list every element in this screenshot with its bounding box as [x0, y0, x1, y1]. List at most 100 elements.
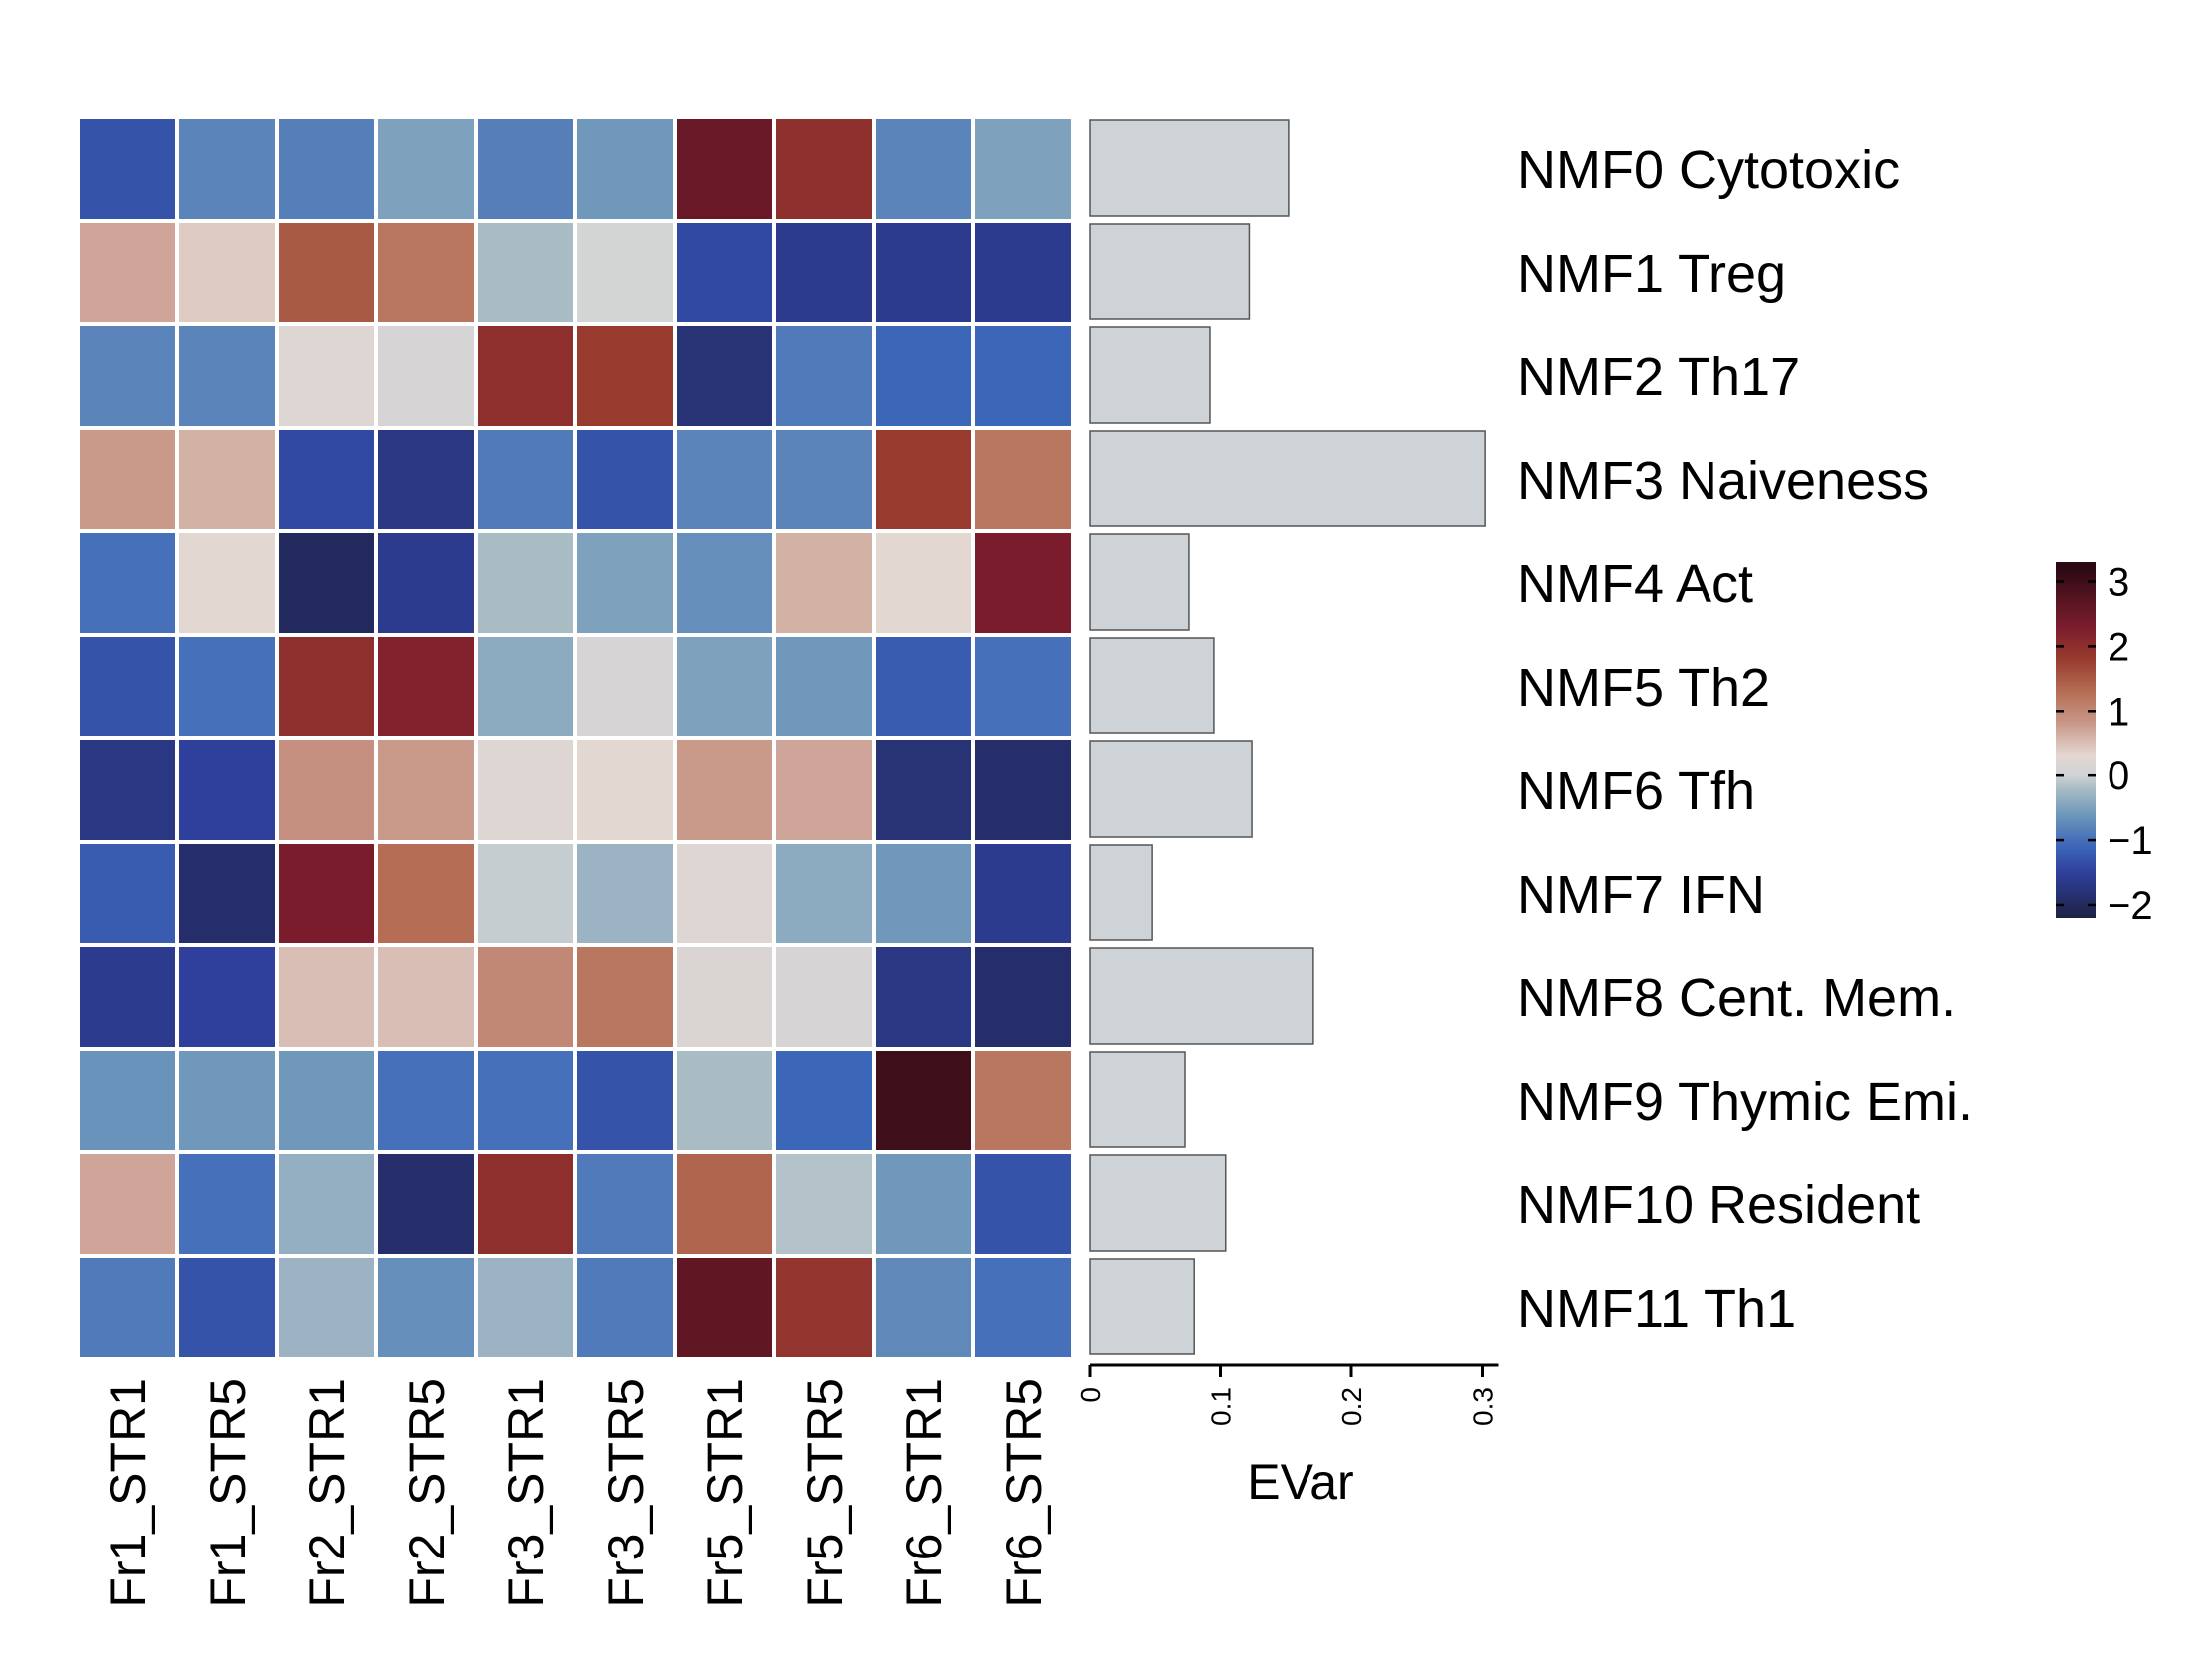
heatmap-cell [577, 430, 673, 529]
evar-bar [1089, 1051, 1186, 1148]
heatmap-cell [876, 637, 971, 736]
heatmap-cell [577, 326, 673, 426]
heatmap-cell [975, 947, 1071, 1047]
heatmap-cell [975, 844, 1071, 943]
heatmap-cell [478, 223, 573, 322]
heatmap-cell [378, 223, 474, 322]
heatmap-cell [279, 637, 374, 736]
heatmap-cell [378, 430, 474, 529]
heatmap-cell [478, 533, 573, 633]
heatmap-cell [378, 637, 474, 736]
heatmap-cell [577, 740, 673, 840]
evar-bar [1089, 430, 1486, 527]
heatmap-cell [279, 119, 374, 219]
heatmap-cell [776, 740, 872, 840]
heatmap-cell [80, 1051, 175, 1150]
heatmap-cell [80, 430, 175, 529]
heatmap-cell [378, 119, 474, 219]
heatmap-cell [478, 1258, 573, 1357]
heatmap-cell [478, 637, 573, 736]
evar-bar [1089, 1258, 1195, 1355]
column-label: Fr6_STR1 [897, 1378, 952, 1608]
heatmap-cell [179, 1051, 275, 1150]
evar-axis-title: EVar [1247, 1454, 1353, 1510]
heatmap-cell [677, 1258, 772, 1357]
column-label: Fr5_STR1 [698, 1378, 753, 1608]
heatmap-cell [975, 1154, 1071, 1254]
heatmap-cell [179, 844, 275, 943]
heatmap-cell [677, 844, 772, 943]
heatmap-cell [179, 326, 275, 426]
heatmap-cell [179, 1258, 275, 1357]
heatmap-cell [179, 430, 275, 529]
heatmap-cell [876, 223, 971, 322]
heatmap-cell [378, 947, 474, 1047]
heatmap-cell [776, 533, 872, 633]
heatmap-cell [279, 430, 374, 529]
heatmap-cell [876, 947, 971, 1047]
evar-tick-label: 0.3 [1468, 1387, 1499, 1426]
row-label: NMF2 Th17 [1517, 347, 1800, 407]
heatmap-cell [80, 637, 175, 736]
heatmap-cell [876, 430, 971, 529]
legend-tick-label: −2 [2108, 884, 2153, 928]
heatmap-cell [378, 1154, 474, 1254]
heatmap-cell [279, 947, 374, 1047]
heatmap-cell [876, 1258, 971, 1357]
heatmap-cell [776, 1051, 872, 1150]
heatmap-cell [80, 844, 175, 943]
evar-bar [1089, 740, 1253, 838]
heatmap-cell [478, 119, 573, 219]
row-label: NMF8 Cent. Mem. [1517, 968, 1956, 1028]
heatmap-cell [577, 533, 673, 633]
heatmap-cell [577, 223, 673, 322]
heatmap-cell [677, 1051, 772, 1150]
heatmap-cell [478, 844, 573, 943]
heatmap-cell [577, 119, 673, 219]
color-legend: −2 −1 0 1 2 3 [2056, 560, 2153, 928]
legend-tick-label: 3 [2108, 560, 2129, 604]
heatmap-cell [776, 119, 872, 219]
row-label: NMF3 Naiveness [1517, 451, 1929, 511]
heatmap-cell [776, 1154, 872, 1254]
evar-bar [1089, 637, 1215, 734]
heatmap-cell [80, 1258, 175, 1357]
evar-bar [1089, 1154, 1227, 1252]
heatmap-cell [577, 637, 673, 736]
heatmap-cell [677, 947, 772, 1047]
heatmap-cell [776, 223, 872, 322]
heatmap-cell [378, 740, 474, 840]
heatmap-cell [279, 1051, 374, 1150]
heatmap-cell [975, 637, 1071, 736]
heatmap-cell [677, 1154, 772, 1254]
heatmap-cell [677, 533, 772, 633]
heatmap-cell [378, 1051, 474, 1150]
heatmap-cell [876, 844, 971, 943]
heatmap-cell [80, 119, 175, 219]
column-label: Fr2_STR5 [399, 1378, 455, 1608]
heatmap-cells [80, 119, 1071, 1357]
heatmap-cell [279, 740, 374, 840]
heatmap-cell [975, 740, 1071, 840]
heatmap-cell [179, 119, 275, 219]
column-label: Fr6_STR5 [996, 1378, 1052, 1608]
heatmap-cell [179, 223, 275, 322]
heatmap-cell [975, 119, 1071, 219]
heatmap-cell [179, 947, 275, 1047]
heatmap-cell [975, 223, 1071, 322]
heatmap-cell [179, 1154, 275, 1254]
heatmap-cell [876, 326, 971, 426]
column-labels: Fr1_STR1 Fr1_STR5 Fr2_STR1 Fr2_STR5 Fr3_STR1… [101, 1378, 1052, 1608]
heatmap-cell [378, 533, 474, 633]
heatmap-cell [478, 740, 573, 840]
heatmap-cell [577, 947, 673, 1047]
heatmap-cell [776, 1258, 872, 1357]
row-labels: NMF0 Cytotoxic NMF1 Treg NMF2 Th17 NMF3 Nai… [1517, 140, 1973, 1339]
column-label: Fr3_STR1 [499, 1378, 554, 1608]
heatmap-cell [478, 1051, 573, 1150]
heatmap-cell [876, 533, 971, 633]
heatmap-cell [179, 637, 275, 736]
evar-bar [1089, 119, 1290, 217]
heatmap-cell [279, 533, 374, 633]
